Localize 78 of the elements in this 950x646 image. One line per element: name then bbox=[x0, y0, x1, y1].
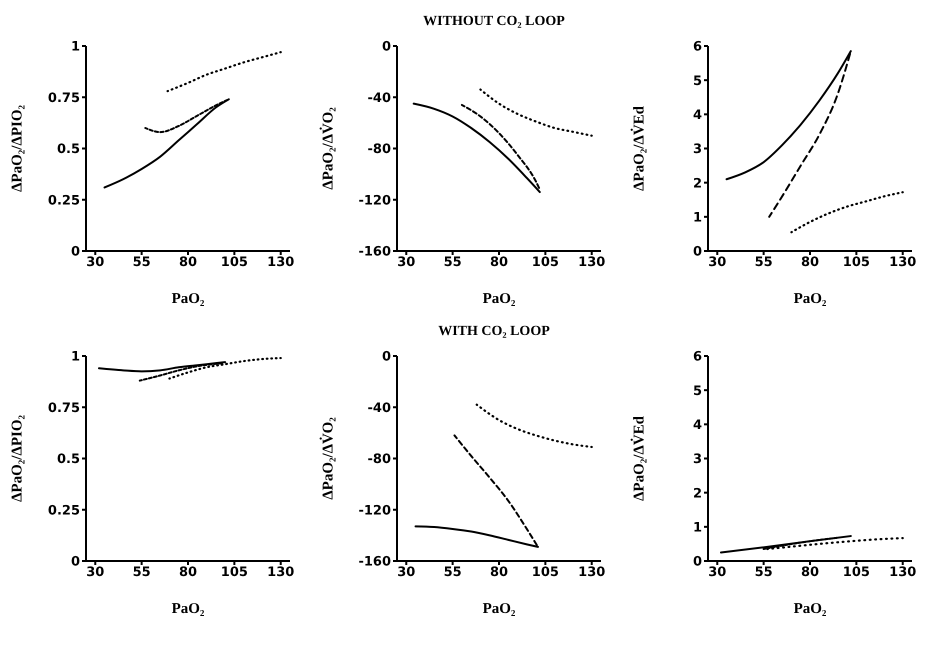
y-tick-label: 0 bbox=[70, 554, 80, 570]
y-axis-title: ΔPaO₂/ΔV̇Ed bbox=[630, 105, 648, 191]
x-axis-title: PaO₂ bbox=[482, 291, 516, 307]
y-tick-label: 2 bbox=[692, 176, 702, 192]
y-tick-label: 0.75 bbox=[48, 400, 80, 416]
x-tick-label: 30 bbox=[86, 565, 104, 580]
y-tick-label: -120 bbox=[358, 193, 391, 208]
y-tick-label: 4 bbox=[692, 108, 702, 123]
x-tick-label: 55 bbox=[754, 565, 773, 580]
y-axis-title: ΔPaO₂/ΔV̇Ed bbox=[630, 415, 648, 501]
y-tick-label: 0.75 bbox=[48, 90, 80, 106]
x-tick-label: 55 bbox=[444, 565, 462, 580]
y-tick-label: 0.5 bbox=[56, 142, 80, 158]
x-tick-label: 105 bbox=[220, 255, 248, 270]
y-tick-label: 0.25 bbox=[48, 193, 80, 208]
x-axis-title: PaO₂ bbox=[794, 601, 827, 617]
x-tick-label: 130 bbox=[889, 565, 916, 580]
y-tick-label: 0 bbox=[692, 244, 702, 260]
y-axis-title: ΔPaO₂/ΔPIO₂ bbox=[9, 414, 26, 502]
x-tick-label: 55 bbox=[444, 255, 462, 270]
y-axis-title: ΔPaO₂/ΔV̇O₂ bbox=[318, 416, 336, 500]
x-axis-title: PaO₂ bbox=[172, 291, 205, 307]
x-tick-label: 130 bbox=[889, 255, 916, 270]
y-tick-label: -80 bbox=[368, 452, 391, 468]
x-tick-label: 130 bbox=[578, 255, 606, 270]
y-tick-label: 0 bbox=[382, 40, 391, 55]
x-axis-title: PaO₂ bbox=[172, 601, 205, 617]
y-tick-label: -120 bbox=[358, 503, 391, 518]
x-tick-label: 130 bbox=[267, 565, 294, 580]
x-tick-label: 130 bbox=[578, 565, 606, 580]
y-axis-title: ΔPaO₂/ΔV̇O₂ bbox=[318, 106, 336, 190]
y-tick-label: 1 bbox=[70, 350, 80, 365]
x-tick-label: 55 bbox=[754, 255, 773, 270]
x-tick-label: 55 bbox=[132, 255, 151, 270]
x-tick-label: 105 bbox=[220, 565, 248, 580]
x-tick-label: 80 bbox=[178, 565, 198, 580]
y-tick-label: 0 bbox=[382, 350, 391, 365]
y-tick-label: 3 bbox=[692, 142, 702, 158]
y-tick-label: -80 bbox=[368, 142, 391, 158]
x-tick-label: 55 bbox=[132, 565, 151, 580]
y-tick-label: 4 bbox=[692, 418, 702, 433]
x-tick-label: 80 bbox=[800, 565, 820, 580]
y-tick-label: 6 bbox=[692, 350, 702, 365]
x-tick-label: 105 bbox=[842, 255, 870, 270]
y-tick-label: 3 bbox=[692, 452, 702, 468]
x-tick-label: 80 bbox=[490, 565, 508, 580]
x-tick-label: 80 bbox=[178, 255, 198, 270]
y-tick-label: 6 bbox=[692, 40, 702, 55]
x-tick-label: 80 bbox=[490, 255, 508, 270]
y-tick-label: -40 bbox=[368, 400, 391, 416]
y-tick-label: 1 bbox=[692, 520, 702, 536]
x-tick-label: 30 bbox=[708, 255, 726, 270]
x-tick-label: 105 bbox=[842, 565, 870, 580]
x-tick-label: 30 bbox=[708, 565, 726, 580]
x-tick-label: 30 bbox=[86, 255, 104, 270]
x-axis-title: PaO₂ bbox=[794, 291, 827, 307]
y-tick-label: 1 bbox=[70, 40, 80, 55]
chart-title: WITH CO₂ LOOP bbox=[437, 323, 551, 341]
x-axis-title: PaO₂ bbox=[482, 601, 516, 617]
y-tick-label: 5 bbox=[692, 74, 702, 89]
y-tick-label: -160 bbox=[358, 244, 391, 260]
x-tick-label: 130 bbox=[267, 255, 294, 270]
x-tick-label: 30 bbox=[397, 255, 416, 270]
y-tick-label: 2 bbox=[692, 486, 702, 502]
y-tick-label: 0 bbox=[692, 554, 702, 570]
x-tick-label: 105 bbox=[532, 255, 559, 270]
y-tick-label: 0.5 bbox=[56, 452, 80, 468]
chart-title: WITHOUT CO₂ LOOP bbox=[422, 13, 566, 31]
y-tick-label: 0 bbox=[70, 244, 80, 260]
y-tick-label: 1 bbox=[692, 210, 702, 226]
x-tick-label: 105 bbox=[532, 565, 559, 580]
y-tick-label: -160 bbox=[358, 554, 391, 570]
y-tick-label: 5 bbox=[692, 384, 702, 399]
x-tick-label: 30 bbox=[397, 565, 416, 580]
x-tick-label: 80 bbox=[800, 255, 820, 270]
y-tick-label: -40 bbox=[368, 90, 391, 106]
y-axis-title: ΔPaO₂/ΔPIO₂ bbox=[9, 104, 26, 192]
y-tick-label: 0.25 bbox=[48, 503, 80, 518]
